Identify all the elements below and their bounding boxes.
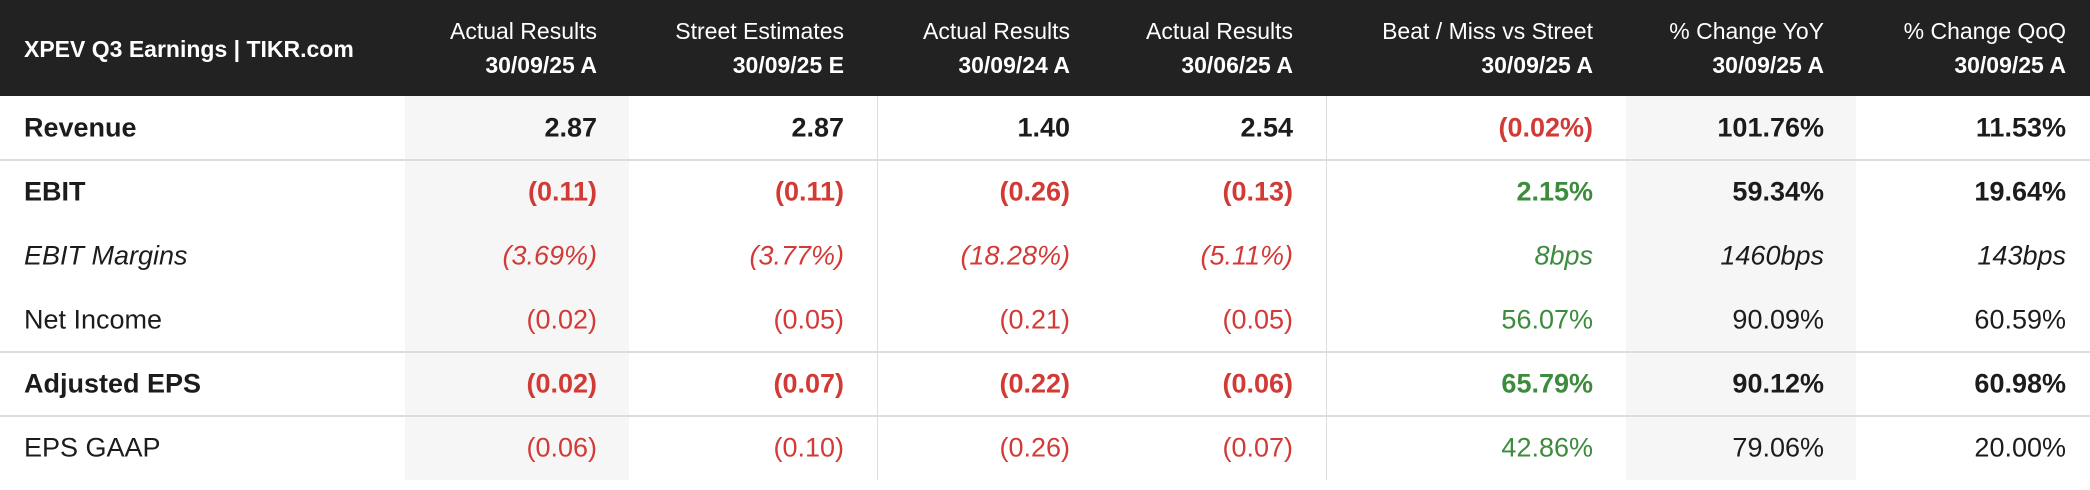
row-label: EBIT [24,176,86,207]
cell-value: (3.69%) [502,240,597,271]
cell-value: (0.02) [526,368,597,399]
cell-value: 8bps [1534,240,1593,271]
row-label: Net Income [24,304,163,335]
cell-value: 2.15% [1516,176,1593,207]
column-heading: % Change QoQ [1903,18,2066,44]
column-date: 30/09/24 A [958,52,1070,78]
column-heading: Actual Results [1145,18,1293,44]
column-heading: Actual Results [449,18,597,44]
cell-value: (0.06) [1222,368,1293,399]
column-shade [405,96,629,480]
cell-value: 1460bps [1720,240,1824,271]
row-divider [0,351,2090,353]
column-heading: Actual Results [922,18,1070,44]
row-divider [0,159,2090,161]
cell-value: (5.11%) [1200,240,1293,271]
cell-value: 1.40 [1017,112,1070,143]
divider [1326,96,1327,480]
row-label: Revenue [24,112,137,143]
cell-value: 90.12% [1732,368,1824,399]
cell-value: (0.02) [526,304,597,335]
cell-value: 42.86% [1501,432,1593,463]
row-divider [0,415,2090,417]
cell-value: 65.79% [1501,368,1593,399]
column-date: 30/09/25 A [1954,52,2066,78]
cell-value: 19.64% [1974,176,2066,207]
cell-value: 101.76% [1717,112,1824,143]
row-label: EBIT Margins [24,240,188,271]
column-heading: Street Estimates [675,18,844,44]
cell-value: (0.07) [773,368,844,399]
cell-value: (0.11) [527,176,597,207]
column-date: 30/09/25 A [1481,52,1593,78]
cell-value: (0.06) [526,432,597,463]
cell-value: 143bps [1977,240,2066,271]
column-date: 30/09/25 A [1712,52,1824,78]
row-label: Adjusted EPS [24,368,202,399]
cell-value: 59.34% [1732,176,1824,207]
row-label: EPS GAAP [24,432,161,463]
table-title: XPEV Q3 Earnings | TIKR.com [24,36,354,62]
cell-value: 11.53% [1975,112,2066,143]
cell-value: 60.59% [1974,304,2066,335]
cell-value: (0.05) [1222,304,1293,335]
cell-value: 2.87 [791,112,844,143]
cell-value: (0.26) [999,176,1070,207]
cell-value: (0.21) [999,304,1070,335]
cell-value: 20.00% [1974,432,2066,463]
cell-value: (0.22) [999,368,1070,399]
column-shade [1626,96,1856,480]
column-date: 30/06/25 A [1181,52,1293,78]
column-date: 30/09/25 E [732,52,844,78]
cell-value: (0.10) [773,432,844,463]
cell-value: (0.13) [1222,176,1293,207]
cell-value: 56.07% [1501,304,1593,335]
column-heading: % Change YoY [1669,18,1824,44]
cell-value: (0.07) [1222,432,1293,463]
cell-value: (0.05) [773,304,844,335]
cell-value: 90.09% [1732,304,1824,335]
cell-value: 2.87 [544,112,597,143]
cell-value: 79.06% [1732,432,1824,463]
cell-value: (3.77%) [749,240,844,271]
column-heading: Beat / Miss vs Street [1382,18,1593,44]
cell-value: 2.54 [1240,112,1293,143]
header-bar [0,0,2090,96]
cell-value: (0.02%) [1498,112,1593,143]
cell-value: (0.11) [774,176,844,207]
column-date: 30/09/25 A [485,52,597,78]
cell-value: (18.28%) [960,240,1070,271]
cell-value: 60.98% [1974,368,2066,399]
cell-value: (0.26) [999,432,1070,463]
divider [877,96,878,480]
